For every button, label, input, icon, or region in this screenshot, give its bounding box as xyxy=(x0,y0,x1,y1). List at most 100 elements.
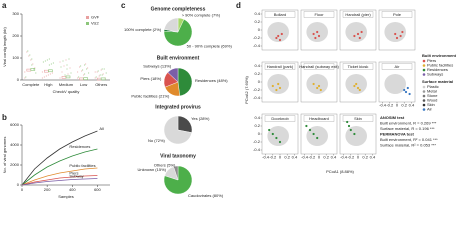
jitter xyxy=(82,69,84,71)
point xyxy=(305,124,308,128)
panel-label: b xyxy=(2,113,7,122)
jitter xyxy=(25,76,27,78)
jitter xyxy=(48,64,51,66)
jitter xyxy=(52,62,55,64)
slice-label: Others (5%) xyxy=(154,162,176,167)
series-label: Subway xyxy=(69,174,83,179)
subplot-title-box xyxy=(303,63,335,70)
pie-slice xyxy=(173,165,179,181)
pie-slice xyxy=(177,67,193,97)
subplot-title: Air xyxy=(395,64,401,69)
x-tick-label: Complete xyxy=(22,82,40,87)
x-tick-label: 0.4 xyxy=(409,103,415,108)
jitter xyxy=(26,51,28,53)
jitter xyxy=(103,68,105,70)
legend-label: Wood xyxy=(427,98,437,103)
x-tick-label: 0.2 xyxy=(323,155,329,160)
series-label: All xyxy=(99,126,104,131)
slice-label: Piers (18%) xyxy=(140,76,162,81)
point xyxy=(406,86,409,90)
jitter xyxy=(94,71,96,73)
jitter xyxy=(68,58,70,60)
jitter xyxy=(48,58,51,60)
y-tick-label: 200 xyxy=(12,33,19,38)
y-tick-label: 0.2 xyxy=(254,19,260,24)
jitter xyxy=(66,64,68,66)
y-tick-label: 0.2 xyxy=(254,123,260,128)
x-tick-label: Low xyxy=(80,82,87,87)
point xyxy=(316,30,319,34)
y-tick-label: 0.2 xyxy=(254,71,260,76)
jitter xyxy=(70,72,72,74)
y-axis-label: No. of viral genomes xyxy=(2,137,7,174)
x-tick-label: 200 xyxy=(44,187,51,192)
median-box xyxy=(26,68,32,72)
point xyxy=(358,36,361,40)
jitter xyxy=(43,76,46,78)
point xyxy=(353,132,356,136)
legend-label: GVF xyxy=(91,15,100,20)
jitter xyxy=(31,58,33,60)
jitter xyxy=(66,68,68,70)
point xyxy=(403,88,406,92)
background-cloud xyxy=(267,22,290,42)
jitter xyxy=(101,74,103,76)
subplot-title-box xyxy=(264,115,296,122)
point xyxy=(347,124,351,128)
point xyxy=(319,88,322,92)
point xyxy=(360,30,363,34)
stats-text: ANOSIM test xyxy=(380,115,405,120)
point xyxy=(277,34,280,38)
median-box xyxy=(79,77,84,81)
jitter xyxy=(64,74,66,76)
jitter xyxy=(35,72,37,74)
median-box xyxy=(65,75,71,79)
point xyxy=(278,140,282,144)
legend-swatch xyxy=(422,103,426,107)
jitter xyxy=(59,61,61,63)
subplot-title: Handrail (pier) xyxy=(345,12,371,17)
jitter xyxy=(69,67,71,69)
x-tick-label: -0.4 xyxy=(262,155,270,160)
x-tick-label: 0.4 xyxy=(370,155,376,160)
legend-label: Skin xyxy=(427,102,435,107)
pie-slice xyxy=(163,19,193,47)
y-tick-label: 0 xyxy=(17,77,20,82)
median-box xyxy=(100,77,106,81)
jitter xyxy=(60,66,62,68)
subplot-title: Doorknob xyxy=(271,116,289,121)
subplot-title: Handrail (subway exit) xyxy=(299,64,339,69)
jitter xyxy=(27,50,29,52)
point xyxy=(277,82,280,86)
subplot-title-box xyxy=(342,63,374,70)
y-tick-label: 0.4 xyxy=(254,63,260,68)
point xyxy=(408,92,411,96)
x-axis-label: Samples xyxy=(58,194,74,199)
jitter xyxy=(78,76,80,78)
point xyxy=(271,132,274,136)
x-tick-label: 0 xyxy=(21,187,24,192)
x-tick-label: High xyxy=(44,82,52,87)
y-axis-label: Viral contig length (kb) xyxy=(2,26,7,66)
jitter xyxy=(29,54,31,56)
jitter xyxy=(41,71,44,73)
jitter xyxy=(97,70,99,72)
x-tick-label: Others xyxy=(95,82,107,87)
slice-label: Unknown (15%) xyxy=(138,167,167,172)
point xyxy=(308,128,312,132)
series-label: Piers xyxy=(69,171,78,176)
series-line xyxy=(21,148,98,186)
subplot-title: Handrail (park) xyxy=(267,64,294,69)
series-line xyxy=(21,130,98,186)
jitter xyxy=(84,73,86,75)
legend-swatch xyxy=(422,73,426,76)
jitter xyxy=(87,67,89,69)
jitter xyxy=(77,77,79,79)
x-tick-label: -0.2 xyxy=(347,155,355,160)
x-tick-label: 0 xyxy=(357,155,360,160)
jitter xyxy=(51,72,54,74)
x-tick-label: 0 xyxy=(396,103,399,108)
y-tick-label: 4000 xyxy=(10,142,20,147)
jitter xyxy=(42,61,45,63)
jitter xyxy=(102,73,104,75)
